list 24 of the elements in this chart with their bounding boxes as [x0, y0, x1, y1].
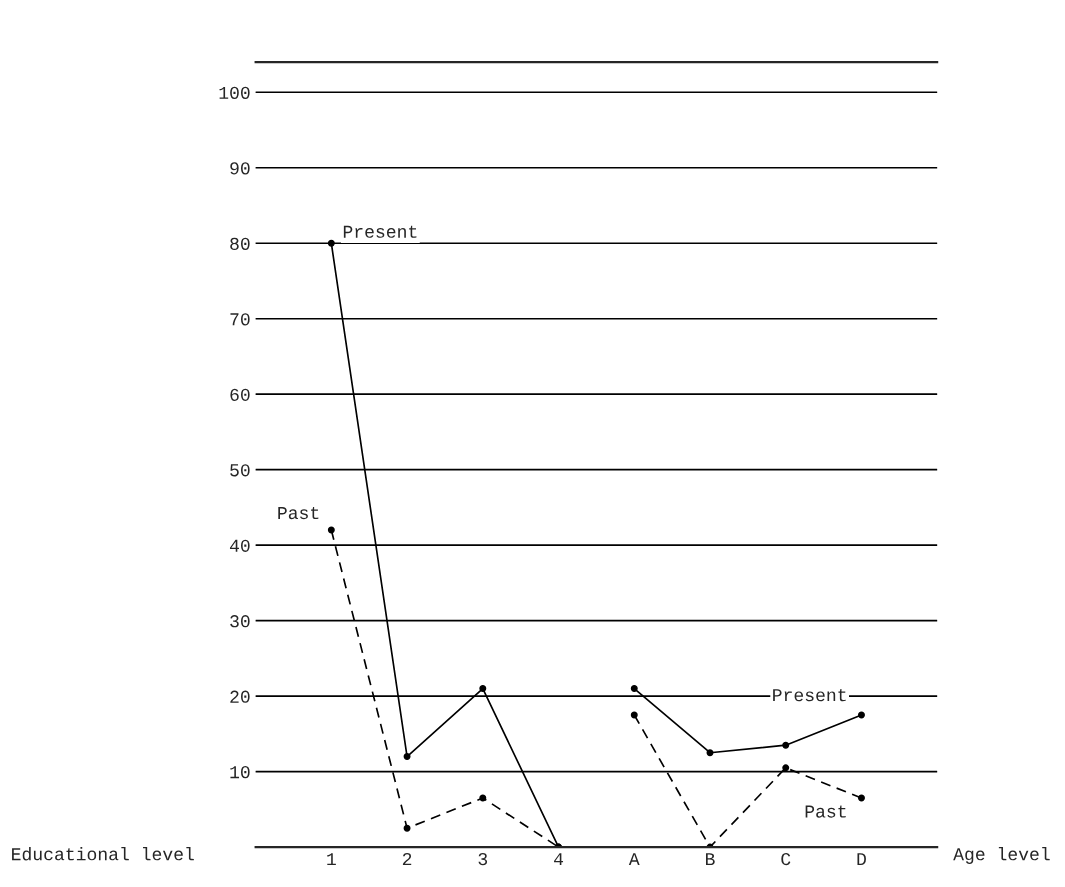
y-tick-label: 80	[230, 237, 250, 250]
annotation: Present	[343, 225, 417, 238]
annotation: Past	[805, 805, 846, 818]
x-tick-label: 1	[327, 853, 336, 866]
text: Age level	[953, 847, 1050, 864]
x-tick-label: 4	[554, 853, 564, 866]
x-tick-label: B	[706, 853, 715, 866]
y-tick-label: 100	[219, 86, 250, 99]
y-tick-label: 70	[230, 313, 250, 326]
x-tick-label: D	[857, 853, 866, 866]
annotation: Present	[773, 689, 846, 702]
y-tick-label: 50	[230, 464, 250, 477]
y-tick-label: 20	[230, 690, 250, 703]
annotation: Past	[278, 506, 319, 520]
y-tick-label: 40	[229, 539, 250, 552]
x-tick-label: 2	[402, 852, 412, 866]
x-tick-label: C	[781, 852, 791, 866]
y-tick-label: 30	[230, 615, 250, 628]
x-tick-label: A	[628, 853, 640, 866]
x-tick-label: 3	[478, 852, 488, 866]
x-axis-title: Educational level	[12, 847, 194, 861]
y-tick-label: 60	[230, 388, 250, 401]
y-tick-label: 10	[230, 766, 250, 779]
y-tick-label: 90	[230, 162, 250, 175]
